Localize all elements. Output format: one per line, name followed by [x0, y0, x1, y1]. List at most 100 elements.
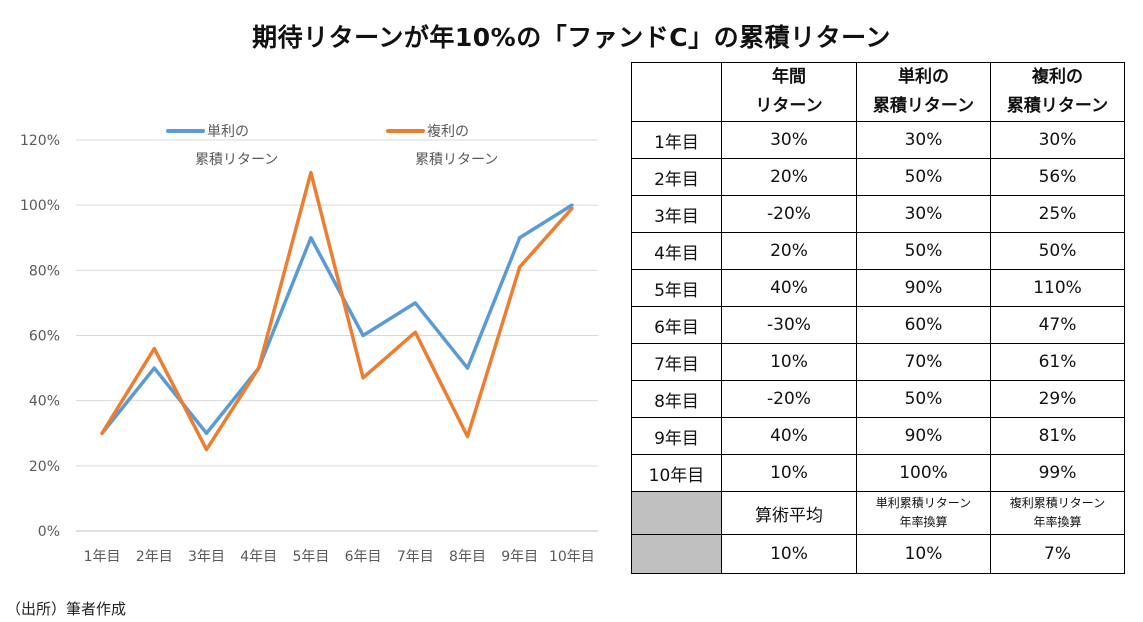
legend-label: 累積リターン — [195, 152, 278, 168]
summary-label-line: 年率換算 — [899, 515, 948, 529]
x-tick-label: 2年目 — [136, 549, 173, 565]
summary-average-label: 算術平均 — [721, 491, 857, 535]
header-annual-return: 年間 リターン — [721, 62, 857, 122]
row-compound-cumulative: 47% — [990, 306, 1125, 344]
table-row: 5年目 40% 90% 110% — [631, 269, 1125, 307]
table-row: 4年目 20% 50% 50% — [631, 232, 1125, 270]
table-header-row: 年間 リターン 単利の 累積リターン 複利の 累積リターン — [631, 62, 1125, 122]
y-tick-label: 80% — [29, 263, 60, 279]
header-line: 単利の — [898, 67, 949, 87]
table-row: 3年目 -20% 30% 25% — [631, 195, 1125, 233]
row-simple-cumulative: 90% — [856, 417, 991, 455]
x-tick-label: 1年目 — [84, 549, 121, 565]
row-year-label: 5年目 — [631, 269, 722, 307]
summary-value-row: 10% 10% 7% — [631, 534, 1125, 574]
summary-label-line: 単利累積リターン — [875, 496, 972, 510]
summary-gray-cell — [631, 491, 722, 535]
header-line: 累積リターン — [872, 96, 975, 116]
row-simple-cumulative: 30% — [856, 121, 991, 159]
row-year-label: 6年目 — [631, 306, 722, 344]
summary-compound-label: 複利累積リターン 年率換算 — [990, 491, 1125, 535]
row-simple-cumulative: 100% — [856, 454, 991, 492]
header-line: 年間 — [772, 67, 806, 87]
summary-label-row: 算術平均 単利累積リターン 年率換算 複利累積リターン 年率換算 — [631, 491, 1125, 535]
x-tick-label: 7年目 — [397, 549, 434, 565]
source-note: （出所）筆者作成 — [6, 600, 127, 618]
row-compound-cumulative: 99% — [990, 454, 1125, 492]
row-annual-return: -30% — [721, 306, 857, 344]
legend-label: 単利の — [207, 124, 249, 140]
table-row: 10年目 10% 100% 99% — [631, 454, 1125, 492]
series-line-simple — [100, 203, 574, 435]
summary-simple-label: 単利累積リターン 年率換算 — [856, 491, 991, 535]
table-row: 6年目 -30% 60% 47% — [631, 306, 1125, 344]
legend-label: 累積リターン — [415, 152, 498, 168]
row-simple-cumulative: 50% — [856, 232, 991, 270]
header-line: 複利の — [1032, 67, 1083, 87]
header-line: 累積リターン — [1006, 96, 1109, 116]
row-compound-cumulative: 30% — [990, 121, 1125, 159]
table-row: 2年目 20% 50% 56% — [631, 158, 1125, 196]
row-year-label: 7年目 — [631, 343, 722, 381]
x-tick-label: 6年目 — [345, 549, 382, 565]
row-compound-cumulative: 29% — [990, 380, 1125, 418]
row-compound-cumulative: 81% — [990, 417, 1125, 455]
row-annual-return: 30% — [721, 121, 857, 159]
table-row: 1年目 30% 30% 30% — [631, 121, 1125, 159]
header-compound-cumulative: 複利の 累積リターン — [990, 62, 1125, 122]
row-compound-cumulative: 56% — [990, 158, 1125, 196]
row-compound-cumulative: 110% — [990, 269, 1125, 307]
x-tick-label: 10年目 — [549, 549, 595, 565]
summary-simple-value: 10% — [856, 534, 991, 574]
row-annual-return: 20% — [721, 158, 857, 196]
row-year-label: 10年目 — [631, 454, 722, 492]
row-compound-cumulative: 50% — [990, 232, 1125, 270]
row-simple-cumulative: 60% — [856, 306, 991, 344]
row-year-label: 4年目 — [631, 232, 722, 270]
header-simple-cumulative: 単利の 累積リターン — [856, 62, 991, 122]
row-year-label: 8年目 — [631, 380, 722, 418]
row-simple-cumulative: 50% — [856, 380, 991, 418]
summary-label-line: 年率換算 — [1033, 515, 1082, 529]
returns-table: 年間 リターン 単利の 累積リターン 複利の 累積リターン 1年目 30% 30% 3… — [631, 62, 1125, 574]
y-tick-label: 0% — [38, 524, 60, 540]
x-tick-label: 3年目 — [188, 549, 225, 565]
row-annual-return: 10% — [721, 454, 857, 492]
row-annual-return: 20% — [721, 232, 857, 270]
row-compound-cumulative: 61% — [990, 343, 1125, 381]
row-annual-return: 40% — [721, 417, 857, 455]
header-line: リターン — [755, 96, 823, 116]
table-row: 7年目 10% 70% 61% — [631, 343, 1125, 381]
summary-average-value: 10% — [721, 534, 857, 574]
summary-gray-cell — [631, 534, 722, 574]
table-body: 1年目 30% 30% 30% 2年目 20% 50% 56% 3年目 -20% 30% 25% 4年目… — [631, 121, 1125, 492]
row-simple-cumulative: 30% — [856, 195, 991, 233]
legend-label: 複利の — [427, 123, 469, 140]
y-tick-label: 60% — [29, 329, 60, 345]
series-line-compound — [100, 170, 574, 452]
page-title: 期待リターンが年10%の「ファンドC」の累積リターン — [252, 23, 891, 52]
row-annual-return: 40% — [721, 269, 857, 307]
row-annual-return: -20% — [721, 380, 857, 418]
table-corner-cell — [631, 62, 722, 122]
row-annual-return: 10% — [721, 343, 857, 381]
x-tick-label: 5年目 — [292, 549, 329, 565]
y-tick-label: 120% — [20, 133, 60, 149]
table-row: 8年目 -20% 50% 29% — [631, 380, 1125, 418]
row-year-label: 2年目 — [631, 158, 722, 196]
summary-label-line: 複利累積リターン — [1009, 496, 1106, 510]
x-tick-label: 9年目 — [501, 549, 538, 565]
y-tick-label: 40% — [29, 394, 60, 410]
row-annual-return: -20% — [721, 195, 857, 233]
y-tick-label: 20% — [29, 459, 60, 475]
x-tick-label: 4年目 — [240, 549, 277, 565]
line-chart: 0% 20% 40% 60% 80% 100% 120% 1年目 2年目 3年目 4年目 5年目 6年目… — [20, 123, 598, 565]
row-year-label: 9年目 — [631, 417, 722, 455]
y-tick-label: 100% — [20, 198, 60, 214]
x-tick-label: 8年目 — [449, 549, 486, 565]
row-simple-cumulative: 50% — [856, 158, 991, 196]
summary-compound-value: 7% — [990, 534, 1125, 574]
row-simple-cumulative: 70% — [856, 343, 991, 381]
table-row: 9年目 40% 90% 81% — [631, 417, 1125, 455]
row-simple-cumulative: 90% — [856, 269, 991, 307]
